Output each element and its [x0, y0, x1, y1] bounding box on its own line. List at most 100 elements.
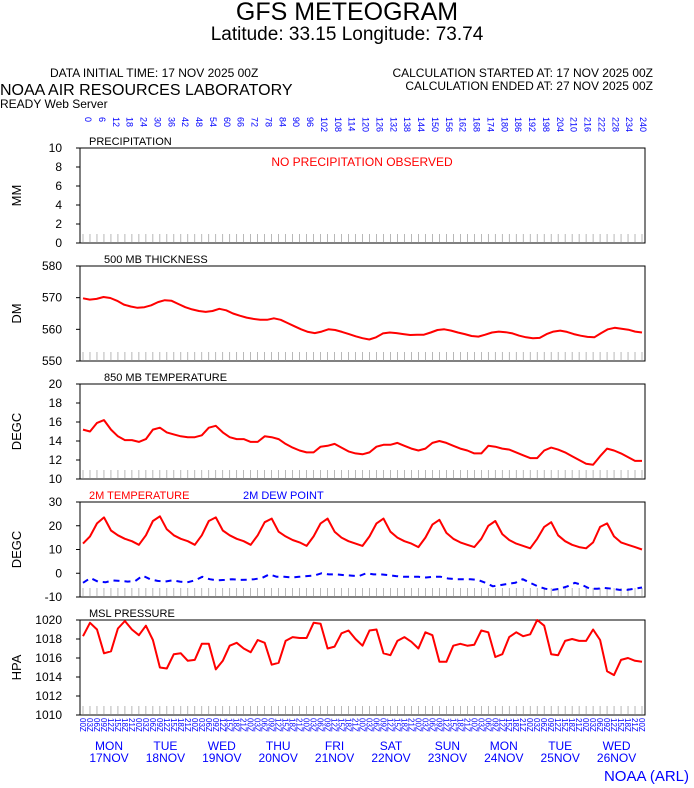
- utc-hour-label: 18Z: [344, 718, 353, 732]
- utc-hour-label: 09Z: [434, 718, 443, 732]
- forecast-hour-label: 102: [319, 117, 329, 132]
- utc-hour-label: 21Z: [127, 718, 136, 732]
- day-date-label: 17NOV: [89, 751, 128, 765]
- utc-hour-label: 21Z: [406, 718, 415, 732]
- panel-title: MSL PRESSURE: [89, 608, 175, 620]
- y-tick-label: 1014: [35, 670, 62, 684]
- forecast-hour-label: 204: [555, 117, 565, 132]
- forecast-hour-label: 12: [111, 117, 121, 127]
- forecast-hour-label: 126: [374, 117, 384, 132]
- y-tick-label: -10: [45, 590, 63, 604]
- y-tick-label: 30: [49, 495, 63, 509]
- calc-ended-label: CALCULATION ENDED AT: 27 NOV 2025 00Z: [405, 79, 653, 93]
- forecast-hour-label: 96: [305, 117, 315, 127]
- utc-hour-label: 00Z: [469, 718, 478, 732]
- utc-hour-label: 03Z: [309, 718, 318, 732]
- utc-hour-label: 00Z: [581, 718, 590, 732]
- legend-2m-temperature: 2M TEMPERATURE: [89, 490, 189, 502]
- utc-hour-label: 03Z: [141, 718, 150, 732]
- y-tick-label: 10: [49, 472, 63, 486]
- forecast-hour-label: 186: [513, 117, 523, 132]
- utc-hour-label: 18Z: [176, 718, 185, 732]
- forecast-hour-label: 90: [291, 117, 301, 127]
- y-tick-label: 2: [55, 217, 62, 231]
- utc-hour-label: 12Z: [497, 718, 506, 732]
- y-tick-label: 1016: [35, 651, 62, 665]
- utc-hour-label: 15Z: [169, 718, 178, 732]
- day-of-week-label: SUN: [435, 739, 460, 753]
- calc-started-label: CALCULATION STARTED AT: 17 NOV 2025 00Z: [392, 66, 653, 80]
- utc-hour-label: 15Z: [616, 718, 625, 732]
- y-tick-label: 18: [49, 396, 63, 410]
- utc-hour-label: 06Z: [204, 718, 213, 732]
- utc-hour-label: 21Z: [239, 718, 248, 732]
- panel-title: 850 MB TEMPERATURE: [104, 372, 227, 384]
- forecast-hour-label: 54: [208, 117, 218, 127]
- day-date-label: 25NOV: [541, 751, 580, 765]
- forecast-hour-label: 0: [83, 117, 93, 122]
- init-time-label: DATA INITIAL TIME: 17 NOV 2025 00Z: [50, 66, 259, 80]
- day-date-label: 20NOV: [259, 751, 298, 765]
- forecast-hour-label: 66: [236, 117, 246, 127]
- utc-hour-label: 21Z: [295, 718, 304, 732]
- y-axis-label: DEGC: [9, 531, 24, 569]
- utc-hour-label: 06Z: [483, 718, 492, 732]
- utc-hour-label: 15Z: [560, 718, 569, 732]
- forecast-hour-label: 108: [333, 117, 343, 132]
- utc-hour-label: 06Z: [371, 718, 380, 732]
- forecast-hour-label: 132: [388, 117, 398, 132]
- utc-hour-label: 09Z: [323, 718, 332, 732]
- utc-hour-label: 09Z: [211, 718, 220, 732]
- y-tick-label: 1010: [35, 708, 62, 722]
- forecast-hour-label: 174: [485, 117, 495, 132]
- y-tick-label: 570: [42, 291, 62, 305]
- utc-hour-label: 18Z: [288, 718, 297, 732]
- forecast-hour-label: 24: [139, 117, 149, 127]
- utc-hour-label: 09Z: [378, 718, 387, 732]
- utc-hour-label: 00Z: [413, 718, 422, 732]
- forecast-hour-label: 198: [541, 117, 551, 132]
- utc-hour-label: 12Z: [274, 718, 283, 732]
- day-of-week-label: SAT: [380, 739, 403, 753]
- utc-hour-label: 12Z: [385, 718, 394, 732]
- forecast-hour-label: 78: [263, 117, 273, 127]
- day-of-week-label: WED: [208, 739, 236, 753]
- forecast-hour-label: 192: [527, 117, 537, 132]
- y-tick-label: 580: [42, 259, 62, 273]
- utc-hour-label: 18Z: [623, 718, 632, 732]
- day-of-week-label: WED: [603, 739, 631, 753]
- panel-frame-thickness: [79, 265, 646, 362]
- forecast-hour-label: 168: [472, 117, 482, 132]
- day-date-label: 22NOV: [371, 751, 410, 765]
- y-tick-label: 0: [55, 566, 62, 580]
- utc-hour-label: 12Z: [106, 718, 115, 732]
- utc-hour-label: 15Z: [504, 718, 513, 732]
- y-tick-label: 12: [49, 453, 63, 467]
- forecast-hour-label: 48: [194, 117, 204, 127]
- utc-hour-label: 00Z: [134, 718, 143, 732]
- utc-hour-label: 00Z: [302, 718, 311, 732]
- utc-hour-label: 03Z: [85, 718, 94, 732]
- server-label: READY Web Server: [0, 97, 108, 111]
- forecast-hour-label: 72: [250, 117, 260, 127]
- utc-hour-label: 21Z: [574, 718, 583, 732]
- day-date-label: 23NOV: [428, 751, 467, 765]
- forecast-hour-label: 210: [569, 117, 579, 132]
- utc-hour-label: 12Z: [162, 718, 171, 732]
- forecast-hour-label: 222: [596, 117, 606, 132]
- forecast-hour-label: 36: [166, 117, 176, 127]
- utc-hour-label: 15Z: [225, 718, 234, 732]
- utc-hour-label: 06Z: [427, 718, 436, 732]
- utc-hour-label: 06Z: [148, 718, 157, 732]
- utc-hour-label: 12Z: [441, 718, 450, 732]
- forecast-hour-label: 42: [180, 117, 190, 127]
- day-of-week-label: THU: [266, 739, 291, 753]
- day-of-week-label: MON: [490, 739, 518, 753]
- forecast-hour-label: 228: [610, 117, 620, 132]
- utc-hour-label: 21Z: [351, 718, 360, 732]
- y-tick-label: 8: [55, 160, 62, 174]
- y-tick-label: 16: [49, 415, 63, 429]
- series-line-2m-temperature: [82, 515, 643, 551]
- utc-hour-label: 18Z: [232, 718, 241, 732]
